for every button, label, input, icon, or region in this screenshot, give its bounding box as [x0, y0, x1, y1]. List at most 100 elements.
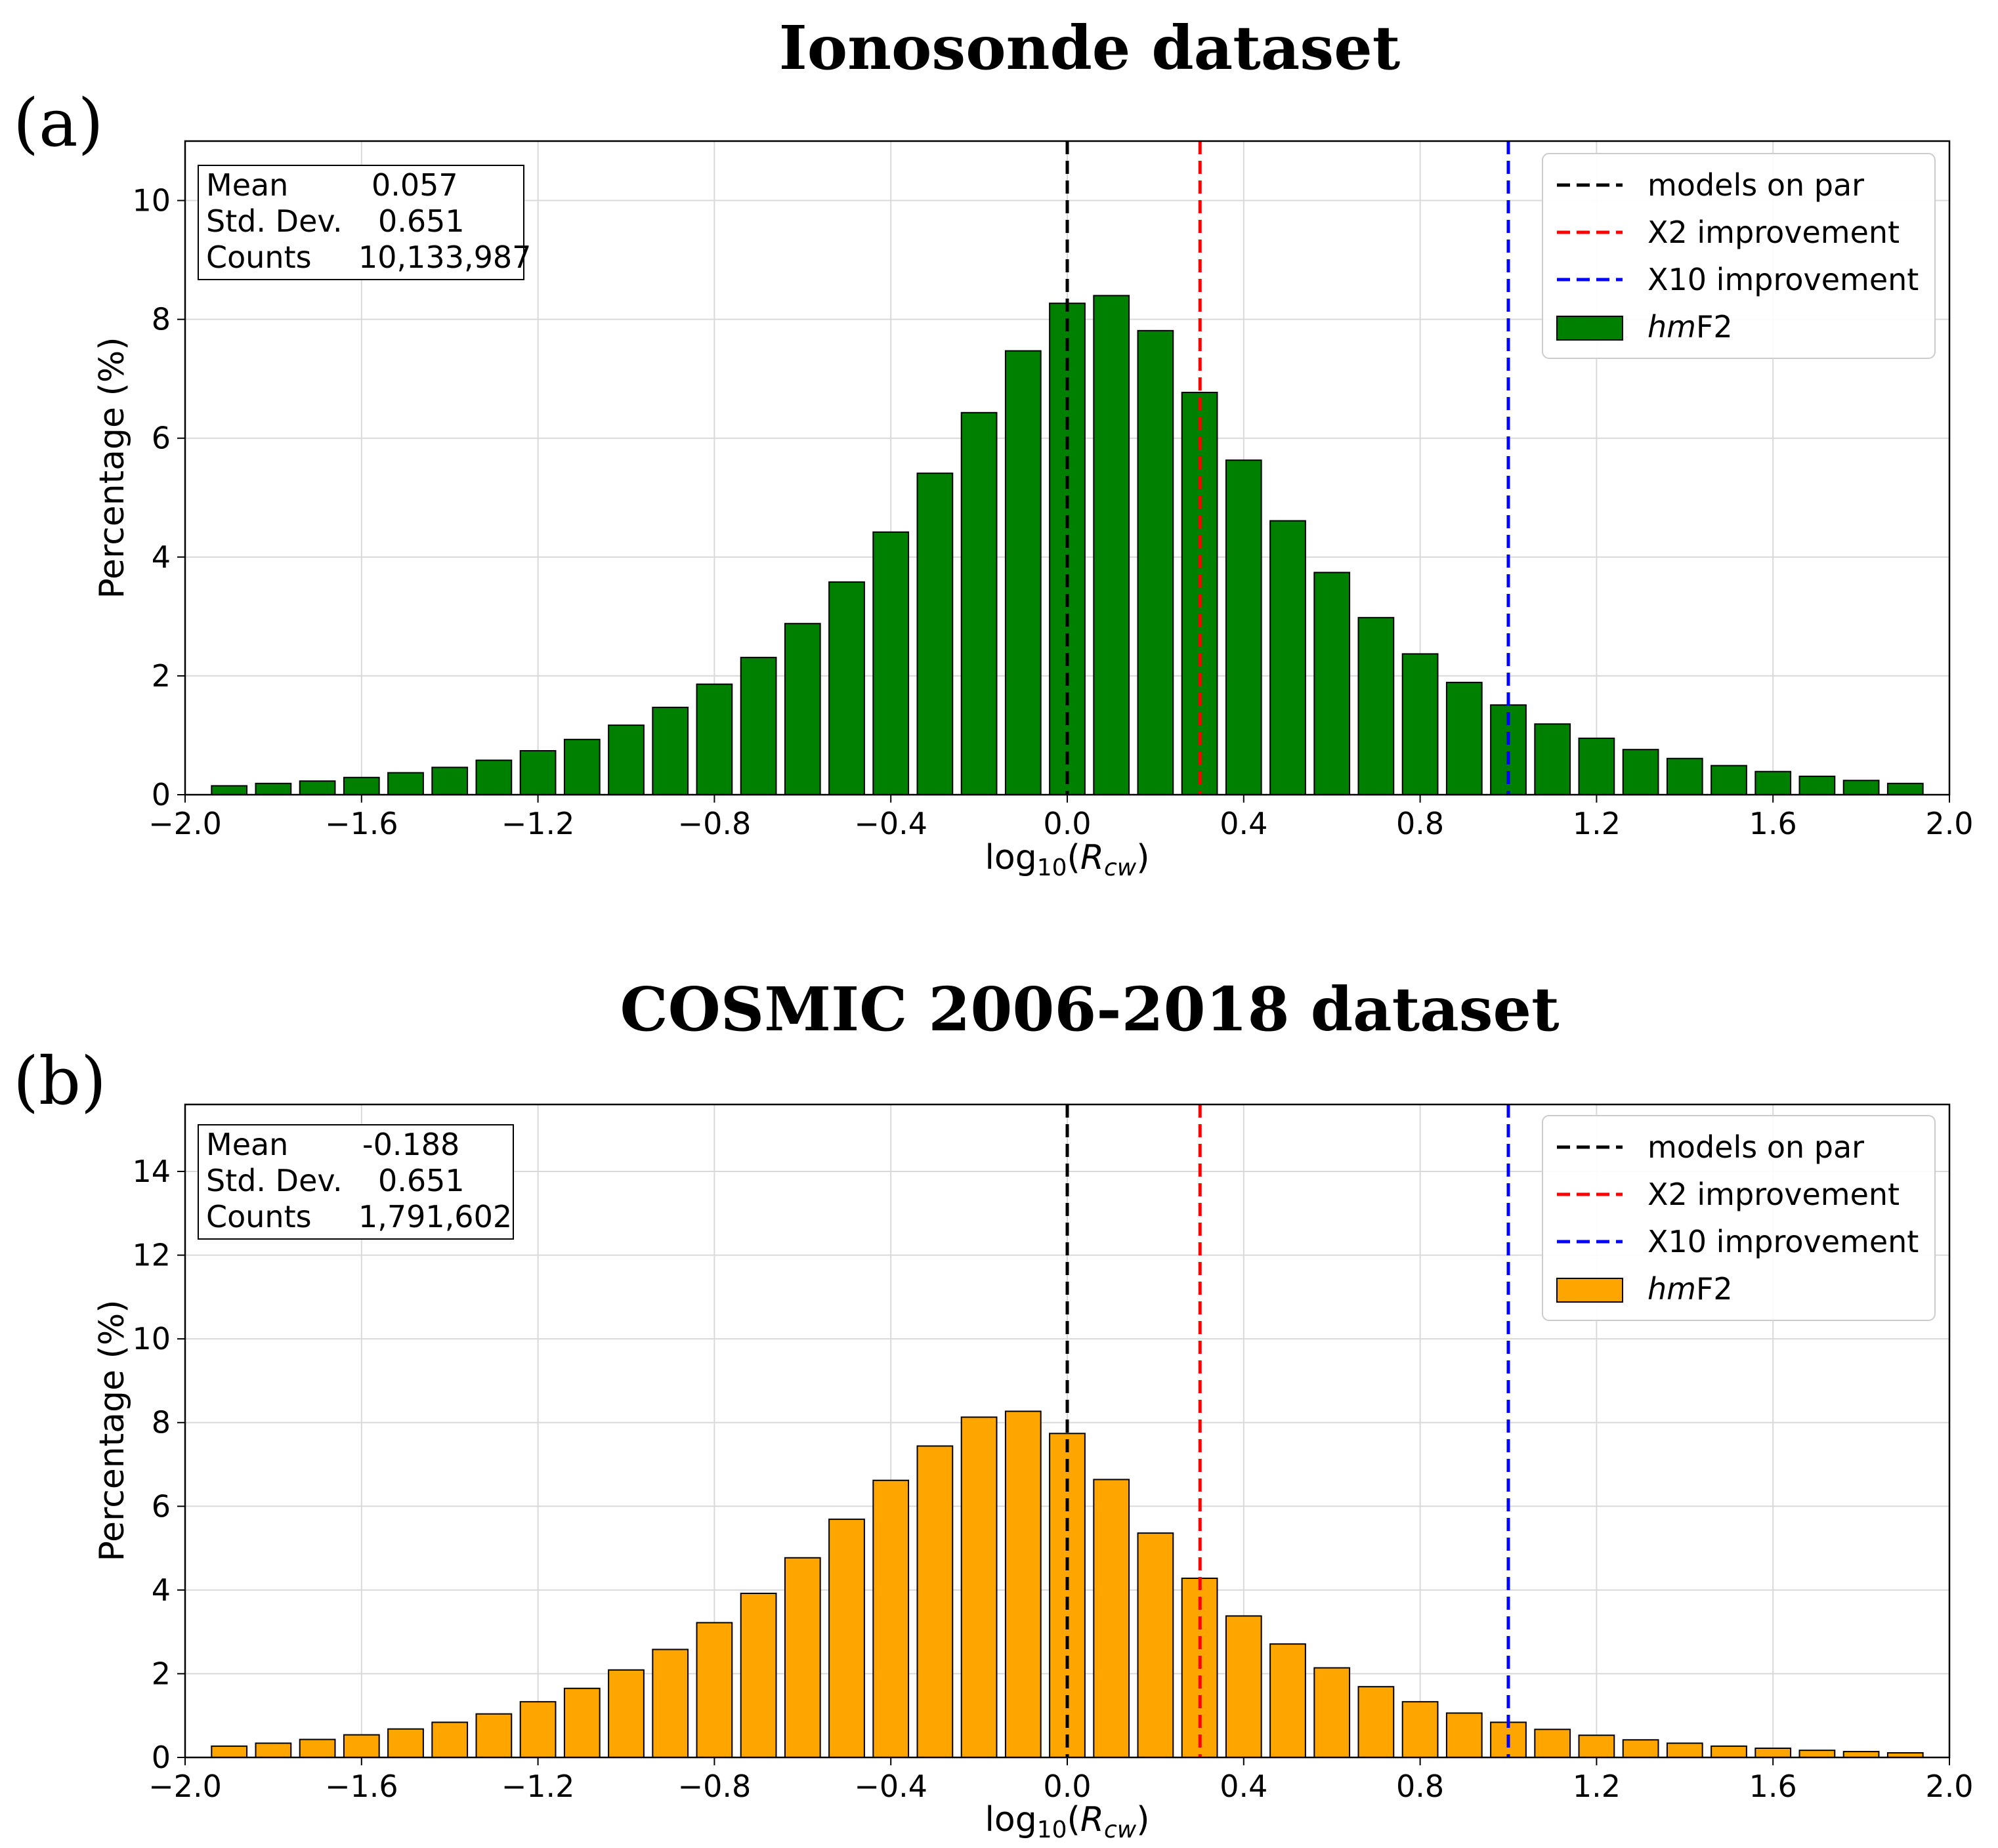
x-tick-label: −0.4	[854, 1769, 927, 1804]
legend-swatch-hmf2	[1556, 316, 1623, 341]
stats-mean-value: 0.057	[372, 167, 458, 203]
histogram-bar	[1754, 1747, 1792, 1759]
histogram-bar	[1445, 1712, 1483, 1759]
histogram-bar	[696, 683, 733, 795]
histogram-bar	[211, 1745, 248, 1758]
panel-label: (a)	[13, 85, 104, 161]
histogram-bar	[608, 724, 645, 795]
histogram-bar	[1093, 295, 1130, 796]
histogram-bar	[828, 581, 865, 796]
histogram-bar	[519, 749, 557, 795]
stats-mean-label: Mean	[206, 167, 288, 203]
x-tick-label: 0.8	[1396, 806, 1444, 841]
y-tick-label: 4	[152, 1572, 171, 1608]
stats-std-label: Std. Dev.	[206, 203, 343, 239]
x-tick-label: −1.6	[325, 1769, 398, 1804]
histogram-bar	[1357, 617, 1395, 795]
stats-box-frame	[198, 165, 524, 280]
histogram-bar	[1886, 782, 1924, 796]
histogram-bar	[696, 1622, 733, 1759]
histogram-bar	[519, 1701, 557, 1759]
legend: models on par X2 improvement X10 improve…	[1542, 153, 1936, 359]
y-tick-label: 0	[152, 1740, 171, 1775]
stats-counts-label: Counts	[206, 240, 312, 275]
legend-label-x2: X2 improvement	[1647, 1177, 1900, 1212]
histogram-bar	[1842, 1751, 1880, 1759]
histogram-bar	[1798, 775, 1836, 795]
histogram-bar	[1445, 681, 1483, 796]
stats-mean-value: -0.188	[362, 1127, 459, 1162]
reference-lines	[1065, 1104, 1510, 1757]
x-tick-label: 1.2	[1573, 1769, 1621, 1804]
legend-label-models-on-par: models on par	[1647, 167, 1864, 203]
histogram-bar	[431, 766, 469, 796]
panel-b: COSMIC 2006-2018 dataset (b) 0 2 4 6 8 10 12 14…	[13, 974, 1974, 1843]
histogram-bar	[299, 1738, 336, 1759]
histogram-bar	[916, 472, 954, 796]
histogram-bar	[387, 772, 424, 795]
stats-box: Mean -0.188 Std. Dev. 0.651 Counts 1,791…	[198, 1124, 514, 1240]
stats-box: Mean 0.057 Std. Dev. 0.651 Counts 10,133…	[198, 165, 531, 280]
legend-frame	[1542, 1115, 1936, 1321]
stats-counts-value: 1,791,602	[358, 1199, 512, 1234]
y-tick-label: 6	[152, 1488, 171, 1524]
histogram-bar	[1622, 749, 1659, 795]
legend-label-x10: X10 improvement	[1647, 1224, 1919, 1259]
y-tick-label: 14	[132, 1154, 171, 1189]
y-axis-label: Percentage (%)	[93, 1299, 132, 1561]
histogram-bar	[784, 1557, 821, 1758]
stats-std-value: 0.651	[378, 203, 465, 239]
stats-counts-label: Counts	[206, 1199, 312, 1234]
bars	[211, 1410, 1924, 1759]
y-tick-label: 4	[152, 539, 171, 575]
x-tick-label: −2.0	[148, 806, 222, 841]
histogram-bar	[1137, 1532, 1174, 1758]
y-tick-label: 8	[152, 1405, 171, 1440]
stats-box-frame	[198, 1124, 514, 1240]
histogram-bar	[960, 1416, 998, 1758]
legend-swatch-hmf2	[1556, 1278, 1623, 1303]
histogram-bar	[211, 785, 248, 796]
histogram-bar	[475, 759, 513, 796]
x-tick-label: 0.4	[1220, 806, 1267, 841]
x-tick-label: −1.6	[325, 806, 398, 841]
histogram-bar	[1269, 520, 1306, 795]
y-tick-label: 10	[132, 1321, 171, 1356]
x-axis-ticks: −2.0 −1.6 −1.2 −0.8 −0.4 0.0 0.4 0.8 1.2 1.6 2.0	[148, 795, 1974, 841]
histogram-bar	[255, 782, 292, 796]
y-tick-label: 8	[152, 302, 171, 337]
histogram-bar	[1754, 770, 1792, 795]
histogram-bar	[387, 1728, 424, 1758]
histogram-bar	[872, 1479, 910, 1759]
x-tick-label: 1.2	[1573, 806, 1621, 841]
y-axis-label: Percentage (%)	[93, 337, 132, 598]
histogram-bar	[1225, 459, 1262, 795]
histogram-bar	[255, 1742, 292, 1759]
stats-counts-value: 10,133,987	[358, 240, 531, 275]
histogram-bar	[740, 656, 777, 796]
stats-mean-label: Mean	[206, 1127, 288, 1162]
y-axis-ticks: 0 2 4 6 8 10 12 14	[132, 1154, 185, 1775]
x-tick-label: −1.2	[501, 806, 575, 841]
histogram-bar	[1004, 1410, 1042, 1758]
histogram-bar	[431, 1721, 469, 1759]
histogram-bar	[563, 1687, 601, 1758]
reference-lines	[1065, 141, 1510, 795]
x-tick-label: −0.8	[678, 806, 752, 841]
y-tick-label: 2	[152, 1656, 171, 1691]
x-tick-label: 2.0	[1925, 1769, 1973, 1804]
histogram-bar	[1093, 1479, 1130, 1758]
histogram-bar	[475, 1713, 513, 1759]
histogram-bar	[1842, 780, 1880, 795]
histogram-bar	[299, 780, 336, 796]
histogram-bar	[343, 1734, 380, 1758]
histogram-bar	[563, 738, 601, 795]
legend-label-models-on-par: models on par	[1647, 1129, 1864, 1165]
histogram-bar	[1711, 765, 1747, 795]
histogram-bar	[1004, 350, 1042, 795]
chart-title: Ionosonde dataset	[779, 12, 1401, 83]
y-tick-label: 10	[132, 183, 171, 219]
x-tick-label: 0.0	[1043, 1769, 1091, 1804]
histogram-bar	[1666, 757, 1703, 795]
histogram-bar	[1578, 737, 1615, 795]
